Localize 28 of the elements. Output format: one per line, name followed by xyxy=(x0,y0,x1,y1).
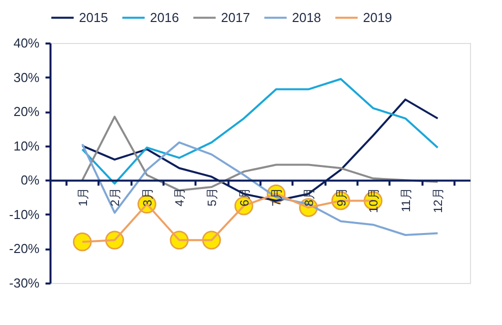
y-tick-label: -30% xyxy=(9,276,40,290)
legend-label: 2018 xyxy=(292,10,321,25)
x-tick-label: 10月 xyxy=(366,188,381,213)
x-tick-label: 11月 xyxy=(398,188,413,212)
point xyxy=(72,232,92,252)
x-tick-label: 8月 xyxy=(302,188,316,206)
y-tick-label: -20% xyxy=(9,241,40,256)
x-tick-label: 4月 xyxy=(172,188,187,206)
y-tick-label: 10% xyxy=(13,138,40,154)
y-tick-label: -10% xyxy=(9,206,40,222)
legend-label: 2019 xyxy=(363,10,392,25)
y-tick-label: 0% xyxy=(20,172,40,188)
x-tick-label: 1月 xyxy=(76,188,90,206)
legend-label: 2017 xyxy=(221,10,250,25)
y-tick-label: 20% xyxy=(13,104,40,120)
y-tick-label: 40% xyxy=(13,36,40,50)
x-tick-label: 12月 xyxy=(431,188,446,213)
x-tick-label: 9月 xyxy=(334,188,348,206)
legend-label: 2016 xyxy=(150,10,179,25)
line-series xyxy=(81,116,439,192)
x-tick-label: 5月 xyxy=(205,188,220,206)
y-tick-label: 30% xyxy=(13,70,40,85)
x-tick-label: 6月 xyxy=(237,188,252,206)
line-series xyxy=(81,78,439,185)
x-tick-label: 7月 xyxy=(270,188,284,206)
x-tick-label: 2月 xyxy=(108,188,122,206)
x-tick-label: 3月 xyxy=(140,188,154,206)
legend-label: 2015 xyxy=(79,10,108,25)
